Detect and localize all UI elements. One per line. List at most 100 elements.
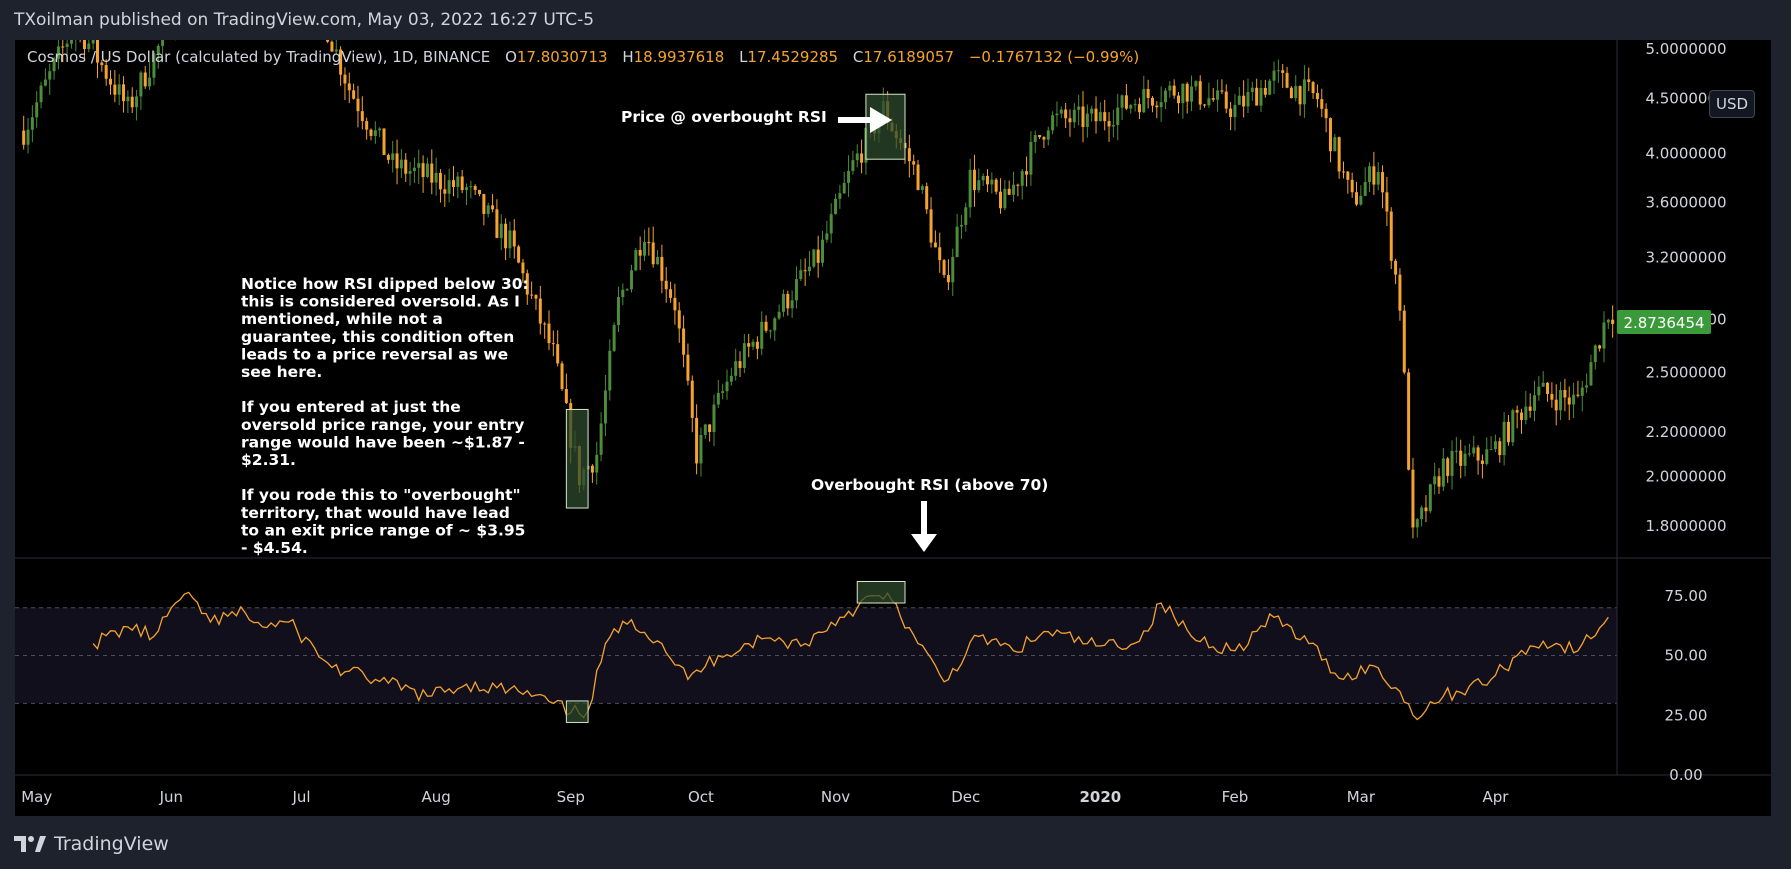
legend-change: −0.1767132 (−0.99%) [969,48,1139,66]
price-candle [482,193,486,226]
price-candle [643,229,647,261]
price-axis-tick-label: 2.2000000 [1645,423,1726,441]
time-axis[interactable]: May Jun Jul Aug Sep Oct Nov Dec 2020 Feb Mar Apr [21,788,1509,806]
price-candle [1207,82,1211,108]
price-candle [1064,102,1068,129]
price-candle [430,149,434,195]
price-candle [1350,172,1354,198]
price-candle [447,168,451,203]
down-arrow-icon [911,501,937,552]
price-candle [608,339,612,401]
price-candle [1324,103,1328,133]
price-candle [517,244,521,264]
price-candle [690,375,694,433]
price-candle [52,56,56,80]
time-axis-tick-label: Mar [1347,788,1376,806]
price-candle [326,40,330,44]
price-candle [1129,103,1133,114]
rsi-pane[interactable] [15,591,1617,721]
price-candle [443,174,447,207]
price-candle [1589,354,1593,386]
price-candle [22,115,26,150]
legend-l-label: L [739,48,748,66]
price-candle [1259,80,1263,112]
price-candle [1433,462,1437,495]
price-candle [955,213,959,258]
tradingview-logo[interactable]: TradingView [14,831,169,857]
price-candle [508,221,512,258]
price-candle [686,343,690,386]
price-candle [1163,88,1167,110]
price-candle [825,220,829,243]
rsi-axis-tick-label: 75.00 [1665,587,1708,605]
price-candle [1072,103,1076,129]
price-candle [79,40,81,43]
price-candle [404,153,408,182]
price-candle [1328,117,1332,163]
price-candle [1120,94,1124,121]
price-candle [912,154,916,175]
price-candle [972,154,976,207]
price-candle [695,404,699,475]
price-candle [799,259,803,282]
price-candle [478,189,482,197]
price-candle [1398,268,1402,321]
price-candle [1476,445,1480,475]
price-candle [87,40,91,53]
price-candle [1498,437,1502,463]
price-candle [1489,436,1493,451]
price-candle [612,322,616,352]
analysis-note-line: see here. [241,363,322,381]
rsi-axis[interactable]: 75.00 50.00 25.00 0.00 [1665,587,1708,784]
price-candle [1107,112,1111,142]
price-candle [1242,80,1246,118]
price-candle [1203,103,1207,108]
price-candle [75,40,77,52]
price-candle [434,157,438,196]
time-axis-tick-label: Nov [821,788,850,806]
price-candle [1224,84,1228,114]
price-candle [1537,375,1541,401]
price-candle [712,394,716,447]
price-candle [738,351,742,378]
price-candle [135,90,139,121]
price-candle [1059,106,1063,119]
price-candle [669,281,673,303]
legend-o-value: 17.8030713 [517,48,608,66]
price-candle [847,155,851,197]
chart-canvas[interactable]: 5.0000000 4.5000000 4.0000000 3.6000000 3.20… [15,40,1771,816]
price-candle [543,321,547,339]
price-candle [352,83,356,100]
price-candle [651,226,655,268]
price-candle [521,258,525,283]
price-candle [1567,386,1571,421]
price-candle [1611,305,1615,338]
price-candle [1424,495,1428,523]
price-candle [1415,518,1419,538]
price-candle [1285,66,1289,89]
chart-frame[interactable]: 5.0000000 4.5000000 4.0000000 3.6000000 3.20… [15,40,1771,816]
price-candle [946,259,950,291]
rsi-axis-tick-label: 0.00 [1669,766,1702,784]
price-axis[interactable]: 5.0000000 4.5000000 4.0000000 3.6000000 3.20… [1645,40,1726,535]
price-candle [109,70,113,95]
price-candle [786,290,790,316]
price-candle [386,153,390,164]
price-candle [1437,468,1441,494]
price-candle [742,333,746,374]
analysis-note-line: this is considered oversold. As I [241,293,520,311]
analysis-note-line: oversold price range, your entry [241,416,524,434]
price-candle [1333,133,1337,152]
price-candle [1463,445,1467,477]
price-candle [1506,415,1510,446]
price-candle [356,85,360,128]
price-candle [1038,134,1042,140]
price-candle [486,202,490,218]
price-candle [803,258,807,286]
currency-button[interactable]: USD [1709,90,1755,118]
price-candle [1181,83,1185,119]
price-candle [1168,81,1172,98]
time-axis-tick-label: Jul [291,788,310,806]
price-candle [621,283,625,306]
price-pane[interactable] [22,40,1615,539]
